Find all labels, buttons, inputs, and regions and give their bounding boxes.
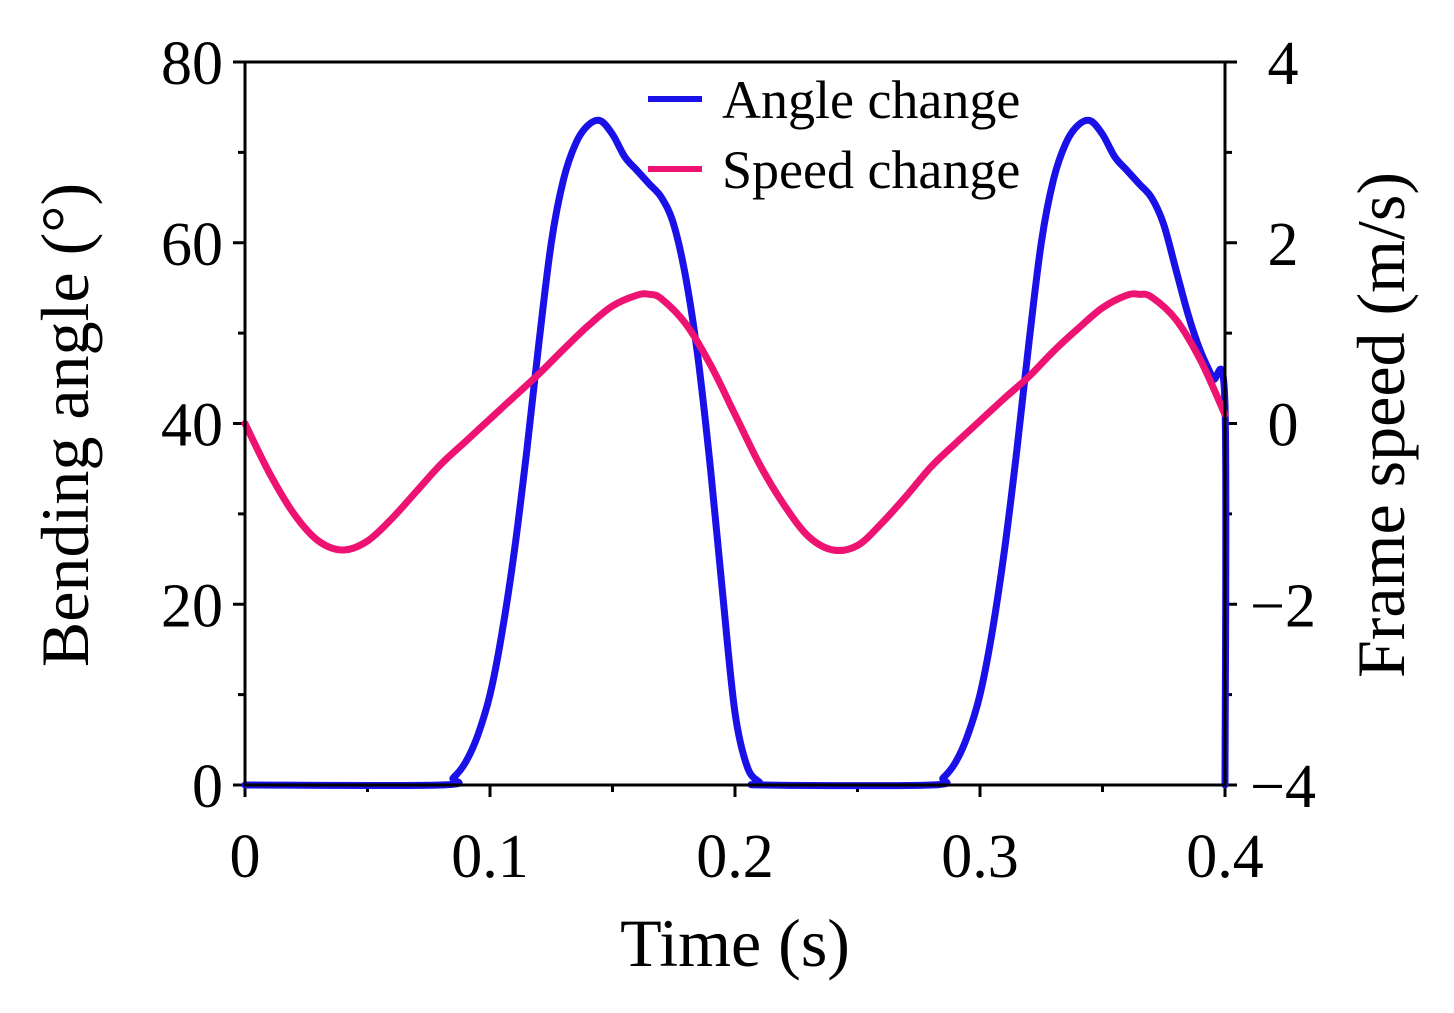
legend-label-angle-change: Angle change <box>722 70 1020 130</box>
x-axis-label: Time (s) <box>620 905 850 981</box>
series-layer <box>241 116 1230 790</box>
y-tick-label: 0 <box>192 753 223 821</box>
series-line-speed-change <box>241 290 1229 555</box>
legend-label-speed-change: Speed change <box>722 140 1020 200</box>
y-axis-label: Bending angle (°) <box>27 183 103 667</box>
x-tick-label: 0.4 <box>1186 823 1264 891</box>
y2-tick-label: 2 <box>1268 211 1299 279</box>
plot-frame <box>243 60 1227 787</box>
y2-tick-label: −4 <box>1250 753 1316 821</box>
ticks-layer: 0 0.1 0.2 0.3 0.4 0 20 40 60 80 −4 −2 0 2 4 <box>161 30 1316 891</box>
y2-tick-label: −2 <box>1250 572 1316 640</box>
x-tick-label: 0.1 <box>451 823 529 891</box>
y-tick-label: 40 <box>161 392 223 460</box>
y2-tick-label: 4 <box>1268 30 1299 98</box>
x-tick-label: 0.2 <box>696 823 774 891</box>
series-line-angle-change <box>241 116 1230 790</box>
y-tick-label: 60 <box>161 211 223 279</box>
y2-axis-label: Frame speed (m/s) <box>1343 172 1419 678</box>
x-tick-label: 0 <box>230 823 261 891</box>
legend: Angle change Speed change <box>648 70 1020 200</box>
y-tick-label: 20 <box>161 572 223 640</box>
x-tick-label: 0.3 <box>941 823 1019 891</box>
y2-tick-label: 0 <box>1268 392 1299 460</box>
y-tick-label: 80 <box>161 30 223 98</box>
